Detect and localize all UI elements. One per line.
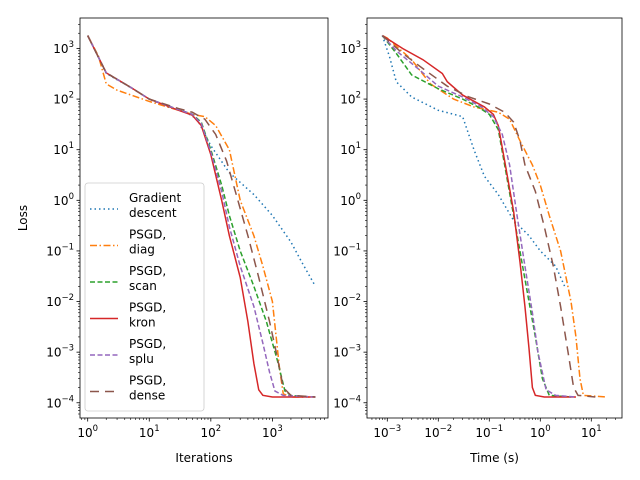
time-x-ticks: 10−3 10−2 10−1 100 101 [371, 418, 616, 440]
time-panel: 10−3 10−2 10−1 100 101 10−410−310−210−110010… [333, 17, 623, 465]
x-tick-label: 101 [581, 424, 602, 440]
y-tick-label: 101 [340, 141, 361, 157]
legend-label: kron [129, 316, 156, 330]
time-plot-lines [381, 34, 607, 398]
y-tick-label: 10−2 [46, 293, 74, 309]
x-tick-label: 10−3 [373, 424, 401, 440]
iterations-y-label: Loss [16, 205, 30, 231]
series-line-1-2 [381, 35, 572, 398]
y-tick-label: 10−1 [46, 242, 74, 258]
y-tick-label: 101 [53, 141, 74, 157]
y-tick-label: 10−2 [333, 293, 361, 309]
time-y-ticks: 10−4 10−3 10−2 10−1 100 101 102 103 [333, 24, 367, 415]
x-tick-label: 102 [200, 424, 221, 440]
legend-label: PSGD, [129, 228, 166, 242]
series-line-1-5 [381, 34, 596, 398]
x-tick-label: 100 [77, 424, 98, 440]
x-tick-label: 10−1 [475, 424, 503, 440]
legend-label: PSGD, [129, 374, 166, 388]
series-line-1-4 [381, 35, 577, 398]
y-tick-label: 10−1 [333, 242, 361, 258]
legend-label: diag [129, 243, 155, 257]
x-tick-label: 103 [262, 424, 283, 440]
series-line-0-5 [87, 35, 316, 398]
y-tick-label: 102 [340, 91, 361, 107]
iterations-plot-lines [87, 35, 317, 398]
iterations-x-ticks: 100 101 102 103 [77, 418, 325, 440]
y-tick-label: 10−3 [46, 344, 74, 360]
legend-label: scan [129, 279, 157, 293]
legend-label: descent [129, 206, 177, 220]
legend-label: dense [129, 389, 165, 403]
iterations-y-ticks: 10−4 10−3 10−2 10−1 100 101 102 103 [46, 24, 80, 415]
x-tick-label: 100 [530, 424, 551, 440]
series-line-0-4 [87, 35, 316, 398]
legend-label: PSGD, [129, 264, 166, 278]
legend-label: PSGD, [129, 337, 166, 351]
y-tick-label: 10−4 [333, 394, 361, 410]
time-axes-frame [366, 17, 623, 419]
y-tick-label: 102 [53, 91, 74, 107]
y-tick-label: 100 [53, 192, 74, 208]
y-tick-label: 103 [340, 40, 361, 56]
x-tick-label: 101 [139, 424, 160, 440]
series-line-1-1 [382, 34, 607, 398]
iterations-panel: 100 101 102 103 10−410−310−210−110010110210… [16, 17, 329, 465]
legend-label: PSGD, [129, 301, 166, 315]
iterations-axes-frame [79, 17, 329, 419]
x-tick-label: 10−2 [424, 424, 452, 440]
y-tick-label: 10−4 [46, 394, 74, 410]
legend-label: splu [129, 352, 154, 366]
series-line-1-3 [381, 34, 576, 398]
iterations-x-label: Iterations [175, 451, 232, 465]
legend-box [84, 182, 205, 412]
time-x-label: Time (s) [469, 451, 519, 465]
y-tick-label: 100 [340, 192, 361, 208]
y-tick-label: 103 [53, 40, 74, 56]
legend-label: Gradient [129, 191, 182, 205]
y-tick-label: 10−3 [333, 344, 361, 360]
